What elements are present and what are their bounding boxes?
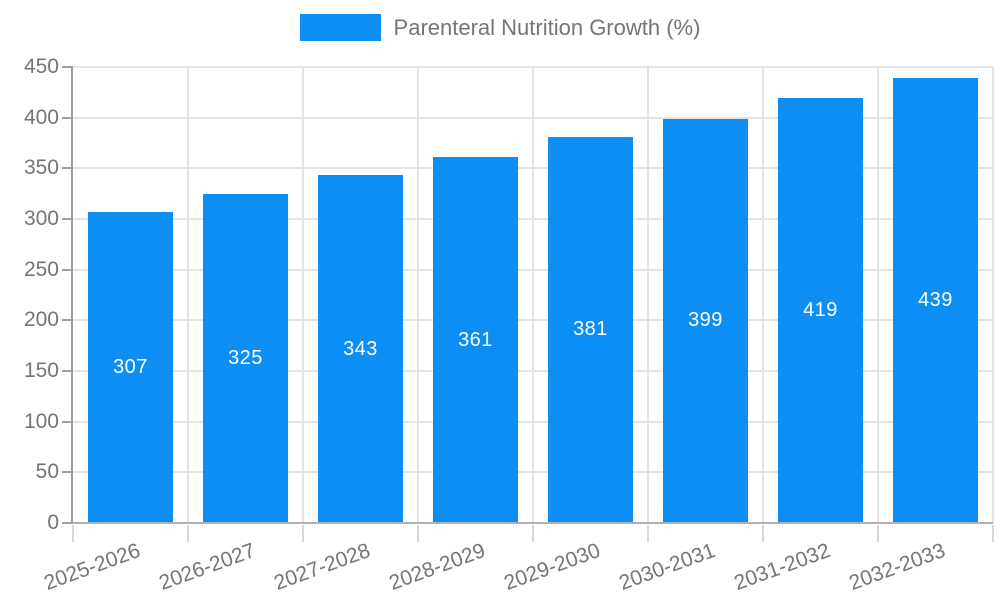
y-axis-tick <box>62 218 73 220</box>
bar-value-label: 399 <box>688 309 723 332</box>
bar[interactable]: 325 <box>203 193 288 523</box>
bar[interactable]: 343 <box>318 175 403 523</box>
y-axis-label: 450 <box>23 55 59 78</box>
x-axis-tick <box>417 525 419 542</box>
bar-value-label: 307 <box>113 355 148 378</box>
legend-label: Parenteral Nutrition Growth (%) <box>393 14 701 40</box>
legend-swatch <box>299 14 381 41</box>
x-axis-tick <box>72 525 74 542</box>
x-gridline <box>992 67 994 523</box>
x-gridline <box>302 67 304 523</box>
x-axis-tick <box>762 525 764 542</box>
x-axis-tick <box>647 525 649 542</box>
y-axis-label: 100 <box>23 409 59 433</box>
plot-area: 307 325 343 361 381 399 419 439 <box>62 66 994 542</box>
x-gridline <box>187 67 189 523</box>
bar-value-label: 439 <box>918 289 953 312</box>
legend: Parenteral Nutrition Growth (%) <box>0 14 1000 41</box>
bar[interactable]: 439 <box>893 78 978 523</box>
y-axis-label: 50 <box>35 460 59 484</box>
x-axis-label: 2027-2028 <box>271 539 374 595</box>
x-axis-label: 2025-2026 <box>41 539 144 595</box>
bar-value-label: 381 <box>573 318 608 341</box>
x-axis-label: 2031-2032 <box>731 539 834 595</box>
x-axis-tick <box>302 525 304 542</box>
x-axis-tick <box>532 525 534 542</box>
y-axis-label: 300 <box>23 207 59 230</box>
bar-value-label: 343 <box>343 337 378 360</box>
y-axis-tick <box>62 471 73 474</box>
y-axis-label: 350 <box>23 156 59 180</box>
y-axis-label: 0 <box>47 511 59 534</box>
y-axis-tick <box>62 167 73 170</box>
x-axis-label: 2032-2033 <box>846 539 949 595</box>
y-axis-tick <box>62 66 73 68</box>
y-axis-label: 150 <box>23 359 59 382</box>
x-gridline <box>417 67 419 523</box>
y-axis-tick <box>62 116 73 119</box>
x-gridline <box>762 67 764 523</box>
y-axis-tick <box>62 319 73 322</box>
y-axis-tick <box>62 522 73 524</box>
y-axis-line <box>71 67 73 523</box>
x-axis-tick <box>992 525 994 542</box>
x-axis-label: 2026-2027 <box>156 539 259 595</box>
x-axis-line <box>73 522 993 524</box>
y-axis-tick <box>62 268 73 271</box>
bar[interactable]: 307 <box>88 211 173 523</box>
bar-value-label: 419 <box>803 299 838 322</box>
y-axis-label: 400 <box>23 105 59 129</box>
bar-value-label: 325 <box>228 346 263 369</box>
x-gridline <box>877 67 879 523</box>
x-axis-label: 2029-2030 <box>501 539 604 595</box>
bar[interactable]: 361 <box>433 157 518 523</box>
x-gridline <box>647 67 649 523</box>
bar-value-label: 361 <box>458 328 493 351</box>
bar[interactable]: 419 <box>778 98 863 523</box>
y-axis-tick <box>62 420 73 423</box>
x-axis-label: 2028-2029 <box>386 539 489 595</box>
x-gridline <box>532 67 534 523</box>
y-axis-tick <box>62 370 73 372</box>
y-axis-label: 250 <box>23 257 59 281</box>
x-axis-tick <box>877 525 879 542</box>
bar[interactable]: 381 <box>548 136 633 523</box>
y-axis-label: 200 <box>23 308 59 332</box>
x-axis-label: 2030-2031 <box>616 539 719 595</box>
bar[interactable]: 399 <box>663 118 748 523</box>
x-axis-tick <box>187 525 189 542</box>
